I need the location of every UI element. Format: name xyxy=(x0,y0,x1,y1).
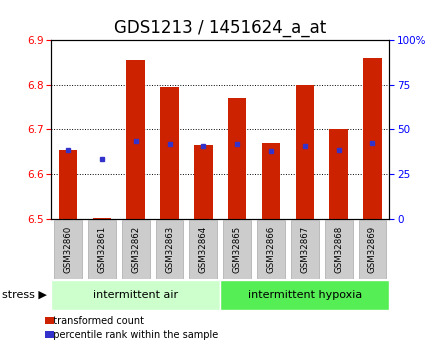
Bar xyxy=(160,87,179,219)
Text: GSM32860: GSM32860 xyxy=(64,226,73,273)
Bar xyxy=(194,145,213,219)
Text: GSM32864: GSM32864 xyxy=(199,226,208,273)
FancyBboxPatch shape xyxy=(122,220,150,279)
Bar xyxy=(295,85,314,219)
FancyBboxPatch shape xyxy=(156,220,183,279)
Text: GSM32861: GSM32861 xyxy=(97,226,106,273)
Bar xyxy=(329,129,348,219)
Bar xyxy=(59,149,77,219)
Text: GSM32862: GSM32862 xyxy=(131,226,140,273)
Text: GSM32863: GSM32863 xyxy=(165,226,174,273)
Text: GSM32867: GSM32867 xyxy=(300,226,309,273)
Text: intermittent hypoxia: intermittent hypoxia xyxy=(248,290,362,300)
Text: GSM32869: GSM32869 xyxy=(368,226,377,273)
FancyBboxPatch shape xyxy=(220,280,389,310)
Text: GSM32866: GSM32866 xyxy=(267,226,275,273)
Text: percentile rank within the sample: percentile rank within the sample xyxy=(47,330,218,339)
Bar xyxy=(93,218,111,219)
FancyBboxPatch shape xyxy=(88,220,116,279)
Bar xyxy=(228,98,247,219)
Text: GSM32865: GSM32865 xyxy=(233,226,242,273)
Text: stress ▶: stress ▶ xyxy=(2,290,47,300)
Title: GDS1213 / 1451624_a_at: GDS1213 / 1451624_a_at xyxy=(114,19,326,37)
FancyBboxPatch shape xyxy=(291,220,319,279)
FancyBboxPatch shape xyxy=(54,220,82,279)
Text: intermittent air: intermittent air xyxy=(93,290,178,300)
Text: GSM32868: GSM32868 xyxy=(334,226,343,273)
FancyBboxPatch shape xyxy=(359,220,386,279)
FancyBboxPatch shape xyxy=(190,220,217,279)
FancyBboxPatch shape xyxy=(223,220,251,279)
Bar xyxy=(126,60,145,219)
Text: transformed count: transformed count xyxy=(47,316,144,326)
Bar xyxy=(262,143,280,219)
FancyBboxPatch shape xyxy=(257,220,285,279)
Bar xyxy=(363,58,382,219)
FancyBboxPatch shape xyxy=(325,220,352,279)
FancyBboxPatch shape xyxy=(51,280,220,310)
